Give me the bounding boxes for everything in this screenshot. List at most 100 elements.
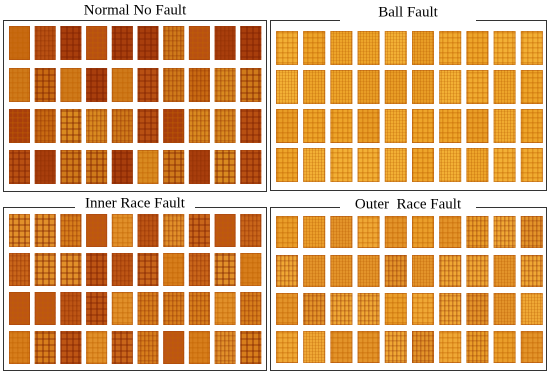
tile-border — [439, 70, 462, 104]
tile-border — [466, 293, 489, 325]
tile-border — [520, 31, 543, 65]
tile-texture — [214, 292, 236, 325]
tile-border — [34, 26, 56, 60]
tile-border — [188, 214, 210, 247]
tile-border — [34, 253, 56, 286]
tile-texture — [330, 293, 353, 325]
tile-texture — [493, 31, 516, 65]
tile-border — [276, 331, 298, 363]
tile-border — [137, 253, 159, 286]
title-backdrop — [340, 196, 476, 214]
tile-border — [303, 293, 326, 325]
tile-texture — [384, 31, 407, 65]
tile-texture — [303, 109, 326, 143]
tile-border — [466, 331, 489, 363]
tile-texture — [34, 150, 56, 184]
tile-texture — [86, 331, 108, 364]
tile-border — [34, 150, 56, 184]
tile-texture — [357, 109, 380, 143]
tile-texture — [439, 31, 462, 65]
tile-texture — [137, 331, 159, 364]
tile-border — [111, 331, 133, 364]
tile-texture — [412, 109, 434, 143]
tile-texture — [520, 31, 543, 65]
tile-texture — [214, 331, 236, 364]
tile-texture — [276, 255, 298, 287]
tile-texture — [60, 214, 82, 247]
tile-border — [303, 255, 326, 287]
tile-texture — [111, 253, 133, 286]
tile-border — [137, 292, 159, 325]
tile-border — [466, 109, 489, 143]
tile-texture — [9, 68, 30, 102]
tile-texture — [303, 216, 326, 248]
tile-texture — [9, 331, 30, 364]
tile-texture — [384, 293, 407, 325]
tile-texture — [188, 214, 210, 247]
tile-texture — [86, 214, 108, 247]
tile-texture — [111, 292, 133, 325]
tile-texture — [466, 255, 489, 287]
tile-texture — [137, 214, 159, 247]
tile-border — [86, 26, 108, 60]
tile-texture — [163, 150, 185, 184]
tile-border — [188, 331, 210, 364]
tile-border — [188, 109, 210, 143]
tile-border — [240, 109, 262, 143]
tile-texture — [163, 214, 185, 247]
tile-border — [111, 68, 133, 102]
tile-texture — [60, 109, 82, 143]
tile-border — [86, 331, 108, 364]
tile-border — [330, 148, 353, 182]
tile-border — [86, 68, 108, 102]
panel-title: Ball Fault — [378, 4, 438, 20]
tile-border — [214, 292, 236, 325]
tile-texture — [163, 68, 185, 102]
tile-texture — [412, 216, 434, 248]
panel-title: Normal No Fault — [84, 2, 187, 18]
tile-texture — [520, 70, 543, 104]
tile-texture — [111, 331, 133, 364]
tile-texture — [412, 148, 434, 182]
tile-texture — [34, 68, 56, 102]
tile-border — [303, 109, 326, 143]
tile-texture — [384, 148, 407, 182]
tile-border — [111, 109, 133, 143]
tile-texture — [466, 148, 489, 182]
tile-texture — [60, 150, 82, 184]
tile-texture — [493, 216, 516, 248]
tile-border — [276, 216, 298, 248]
tile-texture — [163, 26, 185, 60]
tile-border — [9, 68, 30, 102]
tile-texture — [240, 26, 262, 60]
tile-texture — [60, 292, 82, 325]
tile-border — [86, 109, 108, 143]
tile-border — [163, 214, 185, 247]
tile-border — [439, 255, 462, 287]
tile-border — [384, 255, 407, 287]
tile-border — [493, 70, 516, 104]
tile-texture — [439, 255, 462, 287]
tile-border — [240, 150, 262, 184]
tile-border — [60, 214, 82, 247]
tile-texture — [520, 148, 543, 182]
tile-texture — [466, 331, 489, 363]
tile-texture — [276, 148, 298, 182]
tile-border — [34, 109, 56, 143]
tile-texture — [303, 70, 326, 104]
tile-border — [412, 109, 434, 143]
tile-border — [163, 68, 185, 102]
tile-texture — [34, 214, 56, 247]
tile-texture — [357, 331, 380, 363]
tile-texture — [520, 109, 543, 143]
tile-texture — [188, 331, 210, 364]
tile-border — [86, 214, 108, 247]
tile-grids — [9, 26, 543, 364]
tile-texture — [330, 148, 353, 182]
tile-border — [9, 109, 30, 143]
tile-border — [111, 253, 133, 286]
tile-texture — [357, 216, 380, 248]
tile-texture — [466, 293, 489, 325]
tile-border — [493, 31, 516, 65]
tile-texture — [60, 68, 82, 102]
